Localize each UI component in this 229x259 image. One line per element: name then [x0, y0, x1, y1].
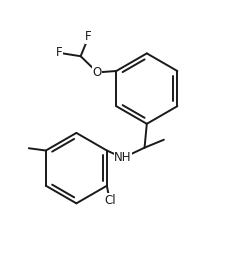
Text: NH: NH — [114, 152, 131, 164]
Text: Cl: Cl — [104, 194, 116, 207]
Text: O: O — [92, 66, 101, 79]
Text: F: F — [55, 46, 62, 59]
Text: F: F — [85, 30, 92, 44]
